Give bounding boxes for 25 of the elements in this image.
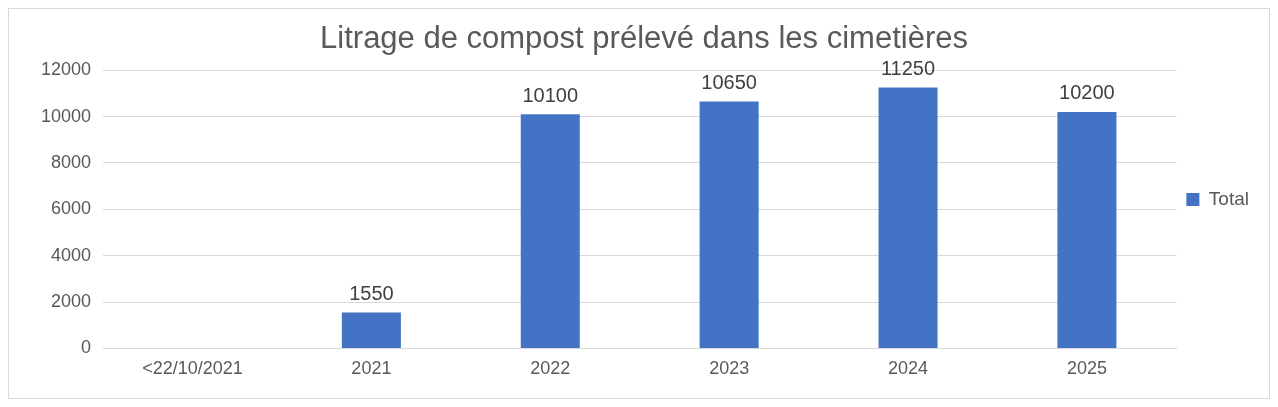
chart-title: Litrage de compost prélevé dans les cimetières [320, 20, 968, 56]
y-tick-label: 8000 [51, 151, 92, 172]
y-tick-label: 6000 [51, 198, 92, 219]
data-label: 1550 [349, 281, 394, 304]
legend-label: Total [1208, 187, 1250, 209]
x-tick-label: 2021 [351, 358, 392, 379]
data-label: 10100 [522, 83, 579, 106]
y-tick-label: 0 [81, 337, 92, 358]
x-tick-label: 2024 [888, 358, 929, 379]
x-tick-label: 2025 [1066, 358, 1107, 379]
bar [878, 87, 938, 348]
y-tick-label: 10000 [40, 105, 92, 126]
data-label: 10650 [701, 71, 757, 94]
x-tick-label: <22/10/2021 [142, 358, 243, 379]
bar [699, 101, 759, 348]
y-tick-label: 2000 [51, 291, 92, 311]
bar [520, 114, 580, 348]
bar [1057, 111, 1117, 348]
data-label: 11250 [880, 57, 936, 80]
x-tick-label: 2023 [709, 358, 750, 379]
y-tick-label: 4000 [51, 244, 92, 265]
y-tick-label: 12000 [40, 59, 92, 80]
data-label: 10200 [1059, 81, 1115, 104]
bar [341, 312, 401, 348]
x-tick-label: 2022 [530, 358, 571, 379]
